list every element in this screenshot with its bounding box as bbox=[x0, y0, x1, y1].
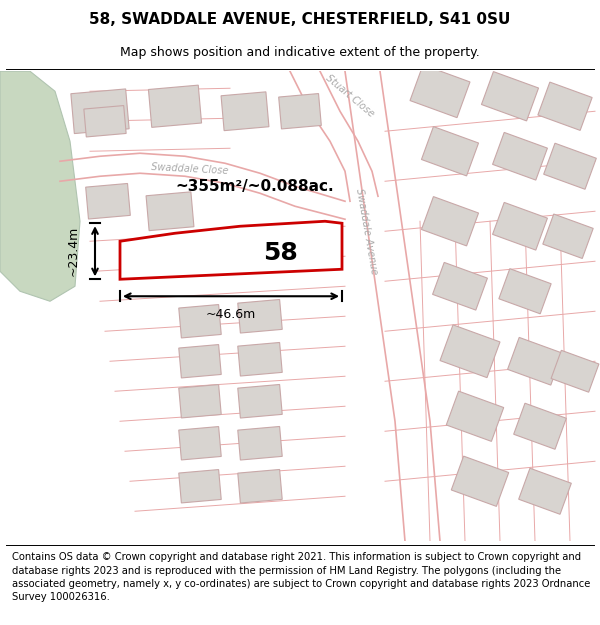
Polygon shape bbox=[238, 299, 282, 333]
Polygon shape bbox=[71, 89, 129, 134]
Text: ~46.6m: ~46.6m bbox=[206, 308, 256, 321]
Text: 58: 58 bbox=[263, 241, 298, 265]
Text: 58, SWADDALE AVENUE, CHESTERFIELD, S41 0SU: 58, SWADDALE AVENUE, CHESTERFIELD, S41 0… bbox=[89, 12, 511, 27]
Polygon shape bbox=[146, 192, 194, 231]
Polygon shape bbox=[514, 403, 566, 449]
Polygon shape bbox=[493, 202, 547, 250]
Text: ~355m²/~0.088ac.: ~355m²/~0.088ac. bbox=[176, 179, 334, 194]
Polygon shape bbox=[421, 127, 479, 176]
Polygon shape bbox=[179, 304, 221, 338]
Polygon shape bbox=[493, 132, 547, 180]
Polygon shape bbox=[508, 338, 562, 385]
Polygon shape bbox=[221, 92, 269, 131]
Polygon shape bbox=[0, 71, 80, 301]
Polygon shape bbox=[481, 72, 539, 121]
Polygon shape bbox=[120, 221, 342, 279]
Polygon shape bbox=[238, 426, 282, 460]
Polygon shape bbox=[238, 384, 282, 418]
Text: Swaddale Close: Swaddale Close bbox=[151, 162, 229, 176]
Text: Stuart Close: Stuart Close bbox=[324, 73, 376, 119]
Polygon shape bbox=[410, 65, 470, 118]
Polygon shape bbox=[179, 384, 221, 418]
Polygon shape bbox=[179, 469, 221, 503]
Polygon shape bbox=[238, 469, 282, 503]
Polygon shape bbox=[148, 85, 202, 127]
Text: Swaddale Avenue: Swaddale Avenue bbox=[355, 188, 379, 275]
Text: Contains OS data © Crown copyright and database right 2021. This information is : Contains OS data © Crown copyright and d… bbox=[12, 552, 590, 602]
Polygon shape bbox=[179, 344, 221, 378]
Polygon shape bbox=[544, 143, 596, 189]
Polygon shape bbox=[179, 427, 221, 460]
Text: ~23.4m: ~23.4m bbox=[67, 226, 79, 276]
Polygon shape bbox=[499, 269, 551, 314]
Polygon shape bbox=[538, 82, 592, 131]
Polygon shape bbox=[446, 391, 504, 441]
Polygon shape bbox=[421, 197, 479, 246]
Polygon shape bbox=[86, 184, 130, 219]
Polygon shape bbox=[451, 456, 509, 506]
Text: Map shows position and indicative extent of the property.: Map shows position and indicative extent… bbox=[120, 46, 480, 59]
Polygon shape bbox=[278, 94, 322, 129]
Polygon shape bbox=[543, 214, 593, 259]
Polygon shape bbox=[551, 351, 599, 392]
Polygon shape bbox=[238, 342, 282, 376]
Polygon shape bbox=[440, 325, 500, 378]
Polygon shape bbox=[433, 262, 487, 310]
Polygon shape bbox=[518, 468, 571, 514]
Polygon shape bbox=[84, 106, 126, 137]
